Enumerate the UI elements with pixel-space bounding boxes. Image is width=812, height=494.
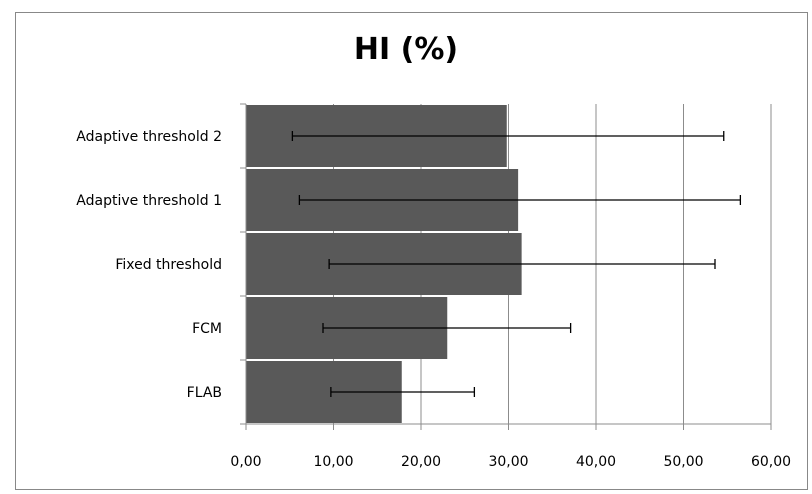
chart-title: HI (%) <box>353 32 459 67</box>
x-tick-label: 50,00 <box>663 454 703 470</box>
x-tick-label: 60,00 <box>751 454 791 470</box>
category-label: FLAB <box>187 385 222 401</box>
category-label: Fixed threshold <box>115 257 222 273</box>
x-tick-label: 10,00 <box>313 454 353 470</box>
category-label: FCM <box>192 321 222 337</box>
x-tick-label: 30,00 <box>488 454 528 470</box>
category-label: Adaptive threshold 1 <box>76 193 222 209</box>
category-label: Adaptive threshold 2 <box>76 129 222 145</box>
x-tick-label: 0,00 <box>230 454 261 470</box>
x-tick-label: 20,00 <box>401 454 441 470</box>
x-tick-label: 40,00 <box>576 454 616 470</box>
